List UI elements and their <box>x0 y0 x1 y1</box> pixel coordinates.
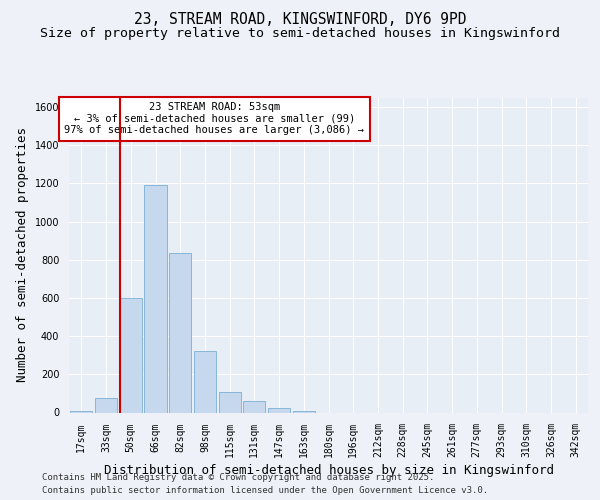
Text: Size of property relative to semi-detached houses in Kingswinford: Size of property relative to semi-detach… <box>40 28 560 40</box>
Text: Contains HM Land Registry data © Crown copyright and database right 2025.: Contains HM Land Registry data © Crown c… <box>42 472 434 482</box>
Bar <box>70 410 92 412</box>
Bar <box>243 401 265 412</box>
Bar <box>119 298 142 412</box>
X-axis label: Distribution of semi-detached houses by size in Kingswinford: Distribution of semi-detached houses by … <box>104 464 554 477</box>
Text: 23, STREAM ROAD, KINGSWINFORD, DY6 9PD: 23, STREAM ROAD, KINGSWINFORD, DY6 9PD <box>134 12 466 28</box>
Bar <box>194 352 216 412</box>
Text: Contains public sector information licensed under the Open Government Licence v3: Contains public sector information licen… <box>42 486 488 495</box>
Y-axis label: Number of semi-detached properties: Number of semi-detached properties <box>16 128 29 382</box>
Text: 23 STREAM ROAD: 53sqm
← 3% of semi-detached houses are smaller (99)
97% of semi-: 23 STREAM ROAD: 53sqm ← 3% of semi-detac… <box>64 102 364 136</box>
Bar <box>169 253 191 412</box>
Bar <box>95 398 117 412</box>
Bar <box>293 410 315 412</box>
Bar <box>145 186 167 412</box>
Bar <box>268 408 290 412</box>
Bar <box>218 392 241 412</box>
